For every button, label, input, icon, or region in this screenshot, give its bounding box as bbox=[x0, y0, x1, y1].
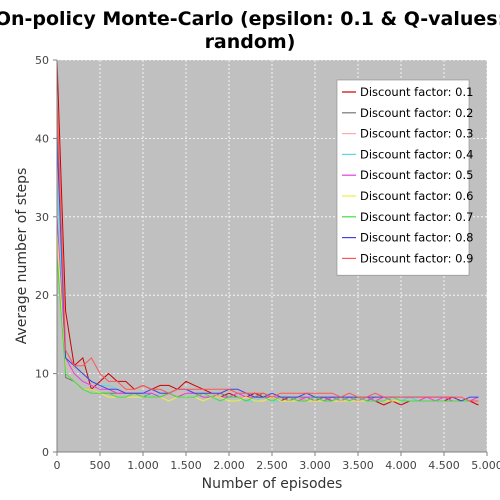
series-line-9 bbox=[56, 99, 479, 402]
x-tick-label: 5.000 bbox=[471, 459, 500, 472]
y-tick-label: 40 bbox=[35, 132, 49, 145]
series-lines bbox=[56, 59, 479, 406]
chart-title-line-1: On-policy Monte-Carlo (epsilon: 0.1 & Q-… bbox=[0, 8, 500, 30]
x-tick-label: 0 bbox=[54, 459, 61, 472]
x-tick-label: 2.000 bbox=[213, 459, 245, 472]
legend: Discount factor: 0.1 Discount factor: 0.2… bbox=[336, 79, 473, 276]
axes bbox=[53, 59, 488, 456]
x-tick-label: 1.500 bbox=[170, 459, 202, 472]
legend-entry: Discount factor: 0.3 bbox=[360, 127, 473, 141]
legend-entry: Discount factor: 0.1 bbox=[360, 85, 473, 99]
x-tick-labels: 0 500 1.000 1.500 2.000 2.500 3.000 3.500 4.000 4… bbox=[54, 459, 500, 472]
x-tick-label: 4.000 bbox=[385, 459, 417, 472]
x-tick-label: 500 bbox=[90, 459, 111, 472]
legend-entry: Discount factor: 0.2 bbox=[360, 106, 473, 120]
legend-entry: Discount factor: 0.4 bbox=[360, 147, 473, 161]
y-tick-label: 20 bbox=[35, 289, 49, 302]
x-axis-label: Number of episodes bbox=[202, 476, 343, 492]
legend-box bbox=[336, 79, 470, 276]
legend-entry: Discount factor: 0.8 bbox=[360, 231, 473, 245]
legend-entry: Discount factor: 0.5 bbox=[360, 168, 473, 182]
x-tick-label: 4.500 bbox=[428, 459, 460, 472]
x-tick-label: 3.000 bbox=[299, 459, 331, 472]
y-tick-label: 0 bbox=[42, 446, 49, 459]
y-tick-label: 30 bbox=[35, 211, 49, 224]
y-tick-labels: 0 10 20 30 40 50 bbox=[35, 54, 49, 459]
series-line-7 bbox=[56, 255, 479, 402]
chart-title-line-2: random) bbox=[205, 31, 296, 53]
legend-entry: Discount factor: 0.6 bbox=[360, 189, 473, 203]
x-tick-label: 1.000 bbox=[127, 459, 159, 472]
legend-entry: Discount factor: 0.7 bbox=[360, 210, 473, 224]
y-tick-label: 50 bbox=[35, 54, 49, 67]
y-tick-label: 10 bbox=[35, 368, 49, 381]
legend-entry: Discount factor: 0.9 bbox=[360, 251, 473, 265]
y-axis-label: Average number of steps bbox=[14, 168, 30, 345]
x-tick-label: 3.500 bbox=[342, 459, 374, 472]
x-tick-label: 2.500 bbox=[256, 459, 288, 472]
